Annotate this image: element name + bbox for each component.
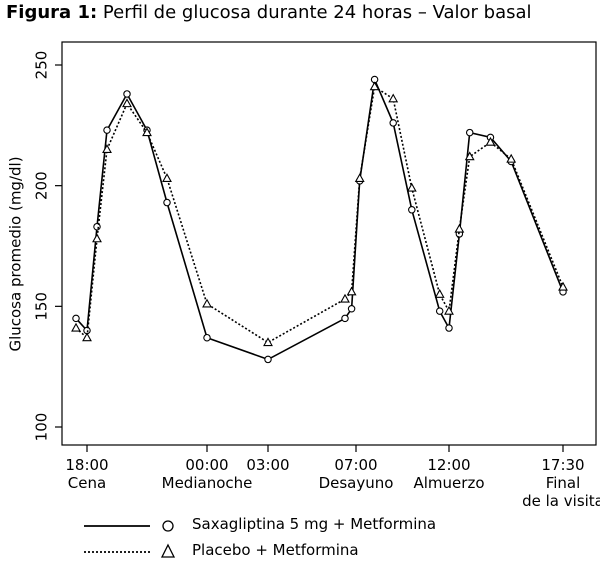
data-point-circle	[203, 333, 211, 342]
plot-frame	[61, 41, 597, 446]
data-point-circle	[123, 90, 131, 98]
data-point-triangle	[122, 98, 132, 108]
data-point-circle	[389, 119, 397, 127]
data-point-triangle	[263, 337, 273, 347]
data-point-triangle	[142, 127, 152, 137]
data-point-triangle	[71, 322, 81, 332]
data-point-circle	[72, 314, 80, 323]
figure-label: Figura 1:	[6, 2, 98, 23]
data-point-triangle	[464, 151, 475, 161]
data-point-circle	[264, 355, 272, 364]
data-point-triangle	[102, 144, 112, 154]
data-point-triangle	[82, 332, 92, 342]
data-point-triangle	[506, 153, 517, 163]
y-tick-label: 250	[33, 51, 51, 80]
triangle-marker-icon	[160, 543, 176, 558]
x-tick-label: 17:30	[541, 456, 584, 474]
data-point-circle	[435, 307, 444, 315]
data-point-triangle	[92, 233, 102, 243]
x-tick-label: 03:00	[246, 456, 289, 474]
x-tick-label: 12:00	[427, 456, 470, 474]
x-event-label: Almuerzo	[414, 474, 485, 492]
legend-item-saxagliptina: Saxagliptina 5 mg + Metformina	[82, 512, 562, 536]
y-tick-label: 100	[33, 413, 51, 442]
x-tick-label: 07:00	[334, 456, 377, 474]
data-point-triangle	[388, 93, 399, 103]
legend-item-placebo: Placebo + Metformina	[82, 538, 562, 562]
circle-marker-icon	[162, 520, 174, 532]
data-point-triangle	[485, 136, 496, 146]
data-point-circle	[341, 314, 349, 323]
data-point-triangle	[406, 182, 417, 192]
data-point-circle	[408, 206, 416, 214]
data-point-circle	[465, 128, 474, 137]
data-point-triangle	[454, 223, 465, 233]
x-tick-label: 18:00	[65, 456, 108, 474]
figure-title-text: Perfil de glucosa durante 24 horas – Val…	[102, 2, 532, 23]
data-point-triangle	[202, 298, 212, 308]
data-point-circle	[163, 198, 171, 207]
data-point-triangle	[558, 281, 568, 291]
data-point-circle	[445, 324, 453, 332]
data-point-triangle	[354, 173, 365, 182]
y-axis-label: Glucosa promedio (mg/dl)	[7, 156, 25, 351]
data-point-triangle	[444, 305, 454, 315]
x-event-label: Cena	[68, 474, 106, 492]
x-event-label: de la visita	[522, 492, 600, 510]
x-tick-label: 00:00	[185, 456, 228, 474]
x-event-label: Final	[546, 474, 581, 492]
data-point-circle	[103, 126, 111, 134]
series-line-saxagliptina	[75, 76, 564, 361]
data-point-triangle	[346, 286, 357, 296]
data-point-triangle	[369, 81, 380, 91]
legend-swatch-dotted	[84, 543, 176, 558]
data-point-triangle	[340, 293, 350, 303]
y-tick-label: 200	[33, 171, 51, 200]
y-tick-label: 150	[33, 292, 51, 321]
legend-label-placebo: Placebo + Metformina	[192, 541, 359, 559]
x-event-label: Medianoche	[162, 474, 253, 492]
data-point-triangle	[162, 173, 172, 182]
x-event-label: Desayuno	[319, 474, 394, 492]
legend-label-saxagliptina: Saxagliptina 5 mg + Metformina	[192, 515, 437, 533]
data-point-circle	[347, 304, 356, 313]
data-point-triangle	[434, 288, 445, 298]
series-line-placebo	[75, 85, 564, 344]
legend-swatch-solid	[84, 520, 174, 532]
figure-title: Figura 1: Perfil de glucosa durante 24 h…	[6, 2, 532, 23]
